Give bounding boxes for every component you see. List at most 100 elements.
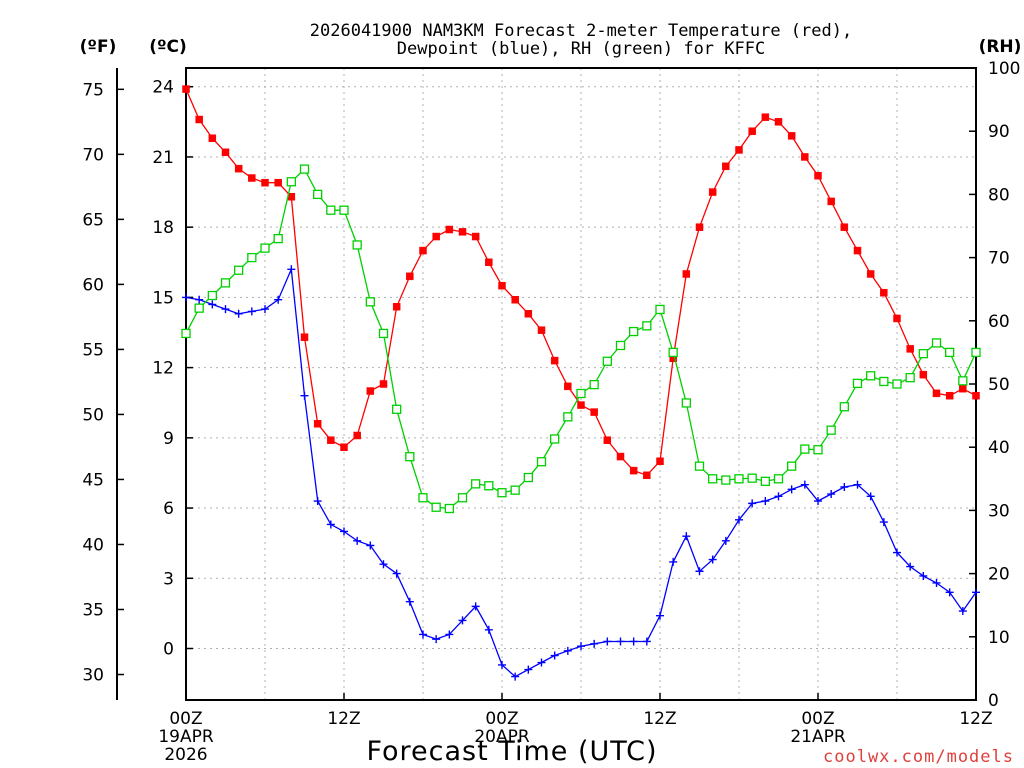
temperature-point [366,387,375,395]
dewpoint-point [379,560,388,569]
temperature-point [906,345,914,353]
dewpoint-point [537,658,546,667]
fahrenheit-unit-label: (ºF) [80,37,117,57]
rh-point [563,412,573,422]
rh-point [378,328,389,339]
rh-point [444,503,454,514]
rh-point [694,461,705,471]
credit-link[interactable]: coolwx.com/models [823,747,1014,767]
rh-point [365,297,375,307]
rh-point [550,434,560,444]
time-tick-date: 20APR [474,727,530,747]
rh-point [431,502,441,512]
celsius-tick-label: 3 [163,569,174,589]
temperature-point [353,431,361,440]
rh-tick-label: 0 [988,691,999,711]
rh-tick-label: 70 [988,249,1010,269]
rh-tick-label: 80 [988,185,1010,205]
rh-point [313,189,323,200]
temperature-point [603,436,612,444]
rh-tick-label: 50 [988,375,1010,395]
fahrenheit-tick-label: 75 [82,80,104,100]
dewpoint-point [458,616,467,625]
dewpoint-point [629,637,638,646]
temperature-point [853,246,862,255]
time-tick-date: 19APR [158,727,214,747]
dewpoint-point [353,536,362,545]
dewpoint-point [972,588,980,597]
dewpoint-point [656,611,664,620]
rh-point [418,493,428,503]
temperature-point [945,391,954,400]
rh-point [589,379,599,390]
temperature-point [564,382,572,391]
rh-point [299,164,310,174]
dewpoint-point [326,520,335,529]
temperature-point [313,420,322,428]
rh-point [497,488,507,498]
celsius-tick-label: 0 [163,640,174,660]
rh-point [273,233,283,244]
rh-tick-label: 60 [988,312,1010,332]
dewpoint-point [603,637,612,646]
rh-point [708,474,718,484]
rh-point [602,356,612,366]
time-tick-label: 12Z [643,709,676,729]
temperature-point [392,303,401,311]
dewpoint-point [800,480,809,489]
dewpoint-point [721,536,730,545]
dewpoint-point [208,300,217,309]
dewpoint-point [432,635,441,644]
celsius-tick-label: 12 [152,359,174,379]
rh-point [523,472,533,483]
rh-tick-label: 20 [988,565,1010,585]
temperature-point [629,466,638,475]
rh-point [945,347,955,358]
rh-point [839,402,849,412]
rh-point [286,177,296,187]
rh-point [615,340,626,351]
dewpoint-point [616,637,625,646]
rh-point [339,205,349,215]
dewpoint-point [590,639,599,648]
fahrenheit-tick-label: 35 [82,600,104,620]
temperature-point [208,134,217,142]
temperature-point [722,162,730,171]
temperature-point [274,178,282,187]
dewpoint-point [392,569,401,578]
dewpoint-point [195,295,204,304]
fahrenheit-tick-label: 65 [82,210,104,230]
temperature-point [511,295,519,304]
temperature-point [840,223,849,231]
chart-title-line2: Dewpoint (blue), RH (green) for KFFC [397,39,765,59]
series-layer [181,85,981,681]
temperature-point [616,452,625,461]
dewpoint-point [761,497,770,506]
dewpoint-point [234,309,243,318]
temperature-point [880,288,888,297]
dewpoint-point [774,492,783,501]
dewpoint-point [498,660,506,669]
celsius-axis: 24 21 18 15 12 9 6 3 0 [152,78,193,660]
rh-point [642,321,652,331]
dewpoint-point [866,492,875,501]
rh-point [734,474,744,484]
rh-point [260,243,270,253]
fahrenheit-tick-label: 40 [82,535,104,555]
rh-point [787,461,797,471]
temperature-point [682,270,691,278]
temperature-point [471,232,480,241]
rh-tick-label: 40 [988,438,1010,458]
rh-point [958,376,968,386]
dewpoint-series [182,265,980,681]
celsius-tick-label: 9 [163,429,174,449]
dewpoint-point [340,527,348,536]
temperature-point [577,401,585,409]
temperature-point [919,370,928,379]
time-tick-label: 12Z [959,709,992,729]
dewpoint-point [471,602,480,611]
rh-point [668,347,678,358]
dewpoint-point [695,567,704,576]
rh-point [247,252,257,263]
temperature-point [485,258,493,267]
